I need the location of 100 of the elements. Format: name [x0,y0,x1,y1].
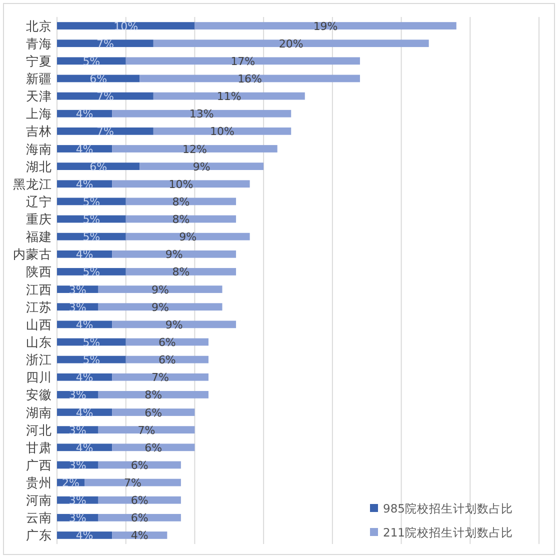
y-tick-label: 天津 [26,88,52,104]
bar [194,22,456,30]
data-label: 4% [76,529,94,542]
y-tick-label: 四川 [26,370,52,385]
data-label: 7% [152,371,170,384]
y-tick-label: 广东 [26,528,52,543]
y-tick-label: 内蒙古 [13,246,52,262]
bar [57,40,154,48]
data-label: 4% [76,318,94,332]
bar [98,286,222,293]
data-label: 7% [124,476,142,490]
data-label: 5% [82,266,100,279]
bar [112,320,236,328]
y-tick-label: 浙江 [26,352,52,368]
y-tick-label: 甘肃 [26,440,52,455]
y-tick-label: 江苏 [26,299,52,314]
data-label: 6% [130,458,148,472]
bar [57,268,126,276]
data-label: 17% [230,54,256,68]
bar [153,127,292,135]
data-label: 12% [182,142,207,156]
data-label: 3% [68,283,86,296]
bar [140,162,264,170]
data-label: 4% [76,406,94,420]
y-tick-label: 河南 [26,492,52,508]
data-label: 6% [90,160,108,174]
data-label: 6% [144,406,162,420]
data-label: 8% [172,195,190,208]
bar [112,444,195,452]
data-label: 2% [62,476,80,490]
data-label: 11% [216,90,242,104]
bar [57,57,126,65]
bar [98,514,181,522]
y-tick-label: 宁夏 [26,53,52,68]
y-tick-label: 云南 [26,510,52,526]
data-label: 5% [82,195,100,208]
data-label: 5% [82,213,100,226]
y-tick-label: 黑龙江 [13,176,52,192]
bar [112,110,292,118]
bar [112,180,250,188]
y-tick-label: 湖北 [26,158,52,174]
data-label: 9% [152,283,170,296]
y-tick-label: 北京 [26,18,52,34]
bar [112,145,278,152]
y-tick-label: 辽宁 [26,194,52,209]
data-label: 19% [313,20,338,33]
bar [98,390,208,398]
data-label: 4% [76,178,94,191]
bar [140,74,360,82]
data-label: 3% [68,512,86,525]
bar [98,303,222,311]
data-label: 9% [165,318,183,332]
data-label: 6% [130,494,148,508]
y-tick-label: 重庆 [26,212,52,227]
y-tick-label: 海南 [26,141,52,156]
data-label: 9% [192,160,210,174]
data-label: 10% [210,125,234,138]
data-label: 9% [165,248,183,262]
y-tick-label: 广西 [26,457,52,472]
bar [57,22,195,30]
legend-label: 985院校招生计划数占比 [383,502,513,516]
data-label: 7% [96,37,114,50]
y-tick-label: 新疆 [26,70,52,86]
data-label: 4% [76,441,94,454]
y-tick-label: 江西 [26,282,52,297]
y-tick-label: 山东 [26,334,52,350]
y-tick-label: 陕西 [26,264,52,280]
data-label: 20% [278,37,304,50]
bar [126,57,360,65]
data-label: 3% [68,424,86,437]
data-label: 9% [152,300,170,314]
data-label: 8% [172,213,190,226]
data-label: 7% [96,125,114,138]
data-label: 5% [82,54,100,68]
bar [126,232,250,240]
bar [57,127,154,135]
y-tick-label: 河北 [26,422,52,438]
data-label: 8% [172,266,190,279]
y-tick-label: 安徽 [26,387,52,402]
data-label: 4% [76,142,94,156]
y-tick-label: 上海 [26,106,52,122]
bar [153,40,429,48]
y-tick-label: 山西 [26,316,52,332]
data-label: 8% [144,388,162,402]
data-label: 3% [68,458,86,472]
bar [57,162,140,170]
data-label: 3% [68,300,86,314]
data-label: 10% [114,20,138,33]
data-label: 6% [144,441,162,454]
data-label: 4% [76,248,94,262]
y-tick-label: 福建 [26,229,52,244]
legend-label: 211院校招生计划数占比 [383,526,513,540]
data-label: 6% [158,336,176,349]
bar [112,373,208,381]
y-tick-label: 贵州 [26,475,52,490]
data-label: 6% [130,512,148,525]
data-label: 9% [179,230,197,244]
data-label: 4% [130,529,148,542]
data-label: 4% [76,371,94,384]
data-label: 3% [68,388,86,402]
